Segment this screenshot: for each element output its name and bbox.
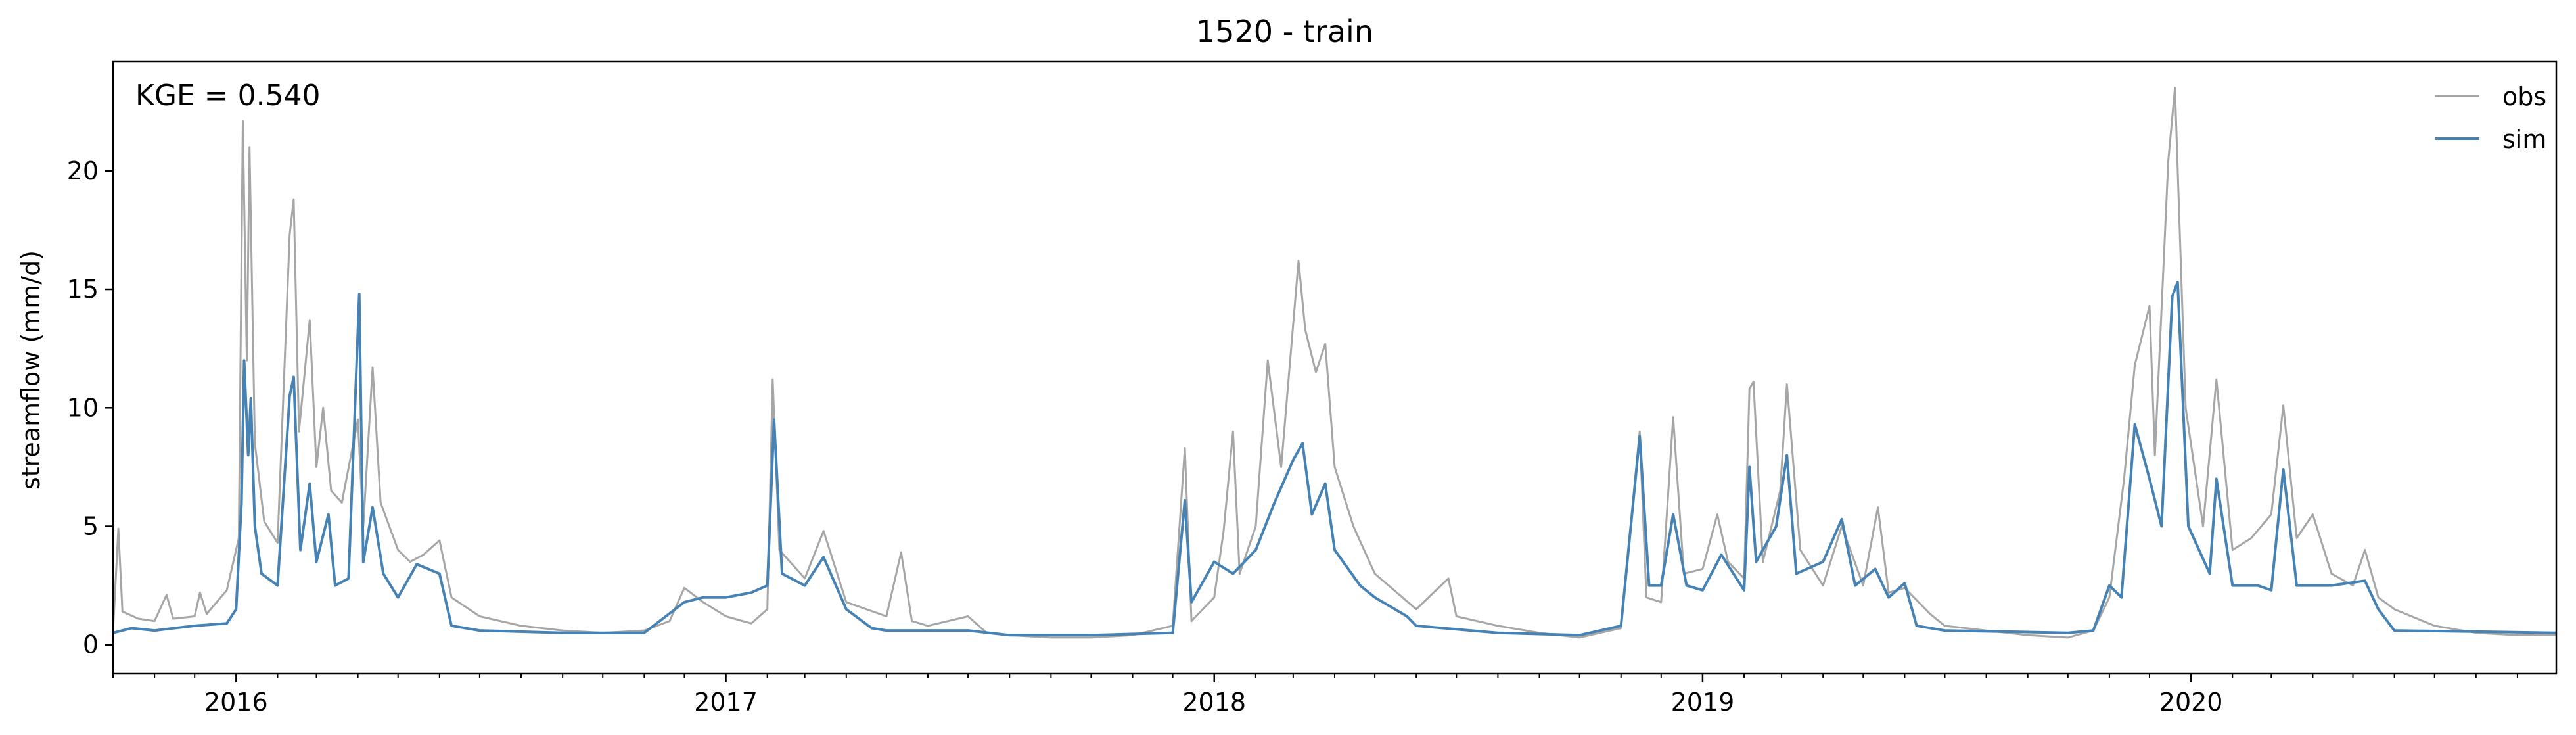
legend-label-obs: obs (2502, 82, 2546, 111)
x-tick-label: 2020 (2159, 688, 2223, 717)
x-tick-label: 2016 (204, 688, 268, 717)
x-tick-label: 2017 (694, 688, 758, 717)
x-tick-label: 2019 (1671, 688, 1735, 717)
chart-title: 1520 - train (1196, 14, 1373, 49)
plot-lines (112, 87, 2557, 639)
y-tick-label: 5 (83, 512, 99, 541)
sim-series-line (112, 281, 2557, 637)
x-axis-ticks: 2016 2017 2018 2019 2020 (112, 673, 2518, 717)
y-tick-label: 15 (67, 275, 99, 304)
legend-label-sim: sim (2502, 125, 2546, 154)
kge-annotation: KGE = 0.540 (135, 79, 321, 112)
y-tick-label: 0 (83, 630, 99, 659)
obs-series-line (112, 87, 2556, 639)
y-tick-label: 10 (67, 393, 99, 422)
y-tick-label: 20 (67, 156, 99, 185)
plot-frame (112, 60, 2558, 675)
y-axis-label: streamflow (mm/d) (16, 250, 45, 490)
y-axis-ticks: 0 5 10 15 20 (67, 156, 113, 659)
legend: obs sim (2435, 82, 2546, 154)
x-tick-label: 2018 (1182, 688, 1246, 717)
